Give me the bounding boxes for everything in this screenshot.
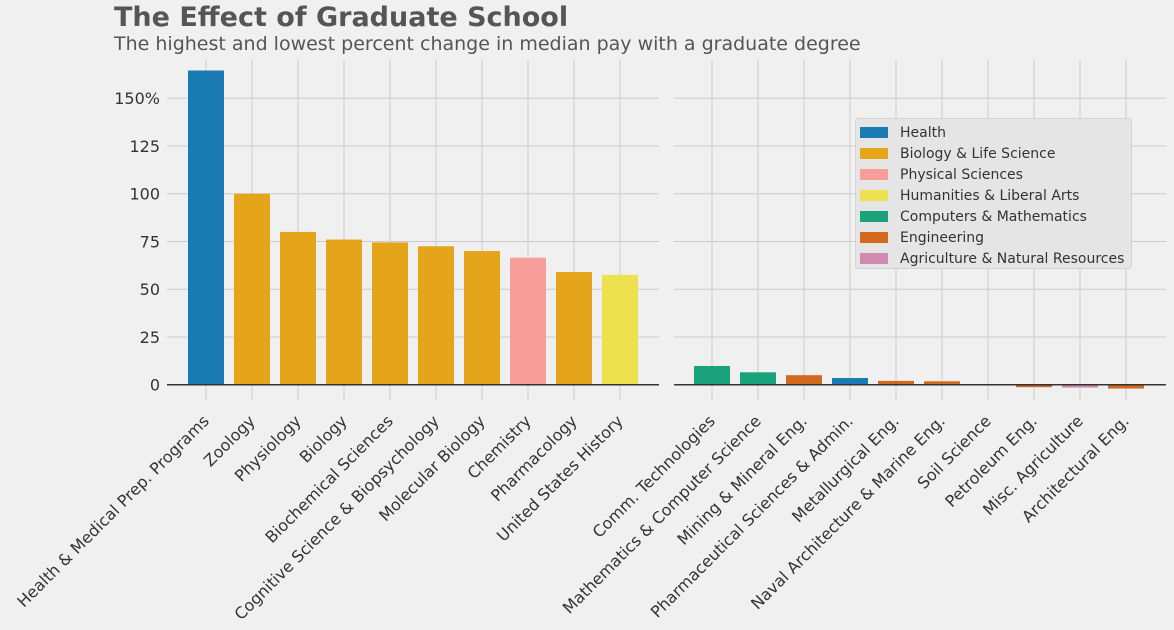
legend-item-biology-life-science: Biology & Life Science <box>860 143 1131 164</box>
legend-item-engineering: Engineering <box>860 227 1131 248</box>
y-tick-label: 0 <box>150 376 160 395</box>
legend-swatch <box>860 148 888 159</box>
legend-label: Humanities & Liberal Arts <box>900 187 1080 204</box>
bar-cognitive-science-biopsychology <box>418 246 454 385</box>
bar-united-states-history <box>602 274 638 385</box>
bar-mining-mineral-eng <box>786 375 822 385</box>
bar-architectural-eng <box>1108 384 1144 389</box>
chart-title: The Effect of Graduate School <box>114 2 569 33</box>
bar-molecular-biology <box>464 251 500 385</box>
panel-1: 0 25 50 75 100 125 150% Health & Medical Prep. … <box>13 60 659 624</box>
bar-health-medical-prep-programs <box>188 70 224 385</box>
y-tick-label: 150% <box>114 89 160 108</box>
legend-label: Biology & Life Science <box>900 145 1056 162</box>
legend-swatch <box>860 169 888 180</box>
legend-swatch <box>860 232 888 243</box>
bar-comm-technologies <box>694 366 730 385</box>
bar-naval-architecture-marine-eng <box>924 381 960 385</box>
bar-biology <box>326 239 362 385</box>
bar-physiology <box>280 231 316 385</box>
legend-item-health: Health <box>860 122 1131 143</box>
legend-label: Agriculture & Natural Resources <box>900 250 1125 267</box>
bar-pharmaceutical-sciences-admin <box>832 378 868 385</box>
legend: Health Biology & Life Science Physical Sci… <box>855 118 1132 269</box>
chart-subtitle: The highest and lowest percent change in… <box>114 33 861 55</box>
bar-pharmacology <box>556 272 592 385</box>
bar-chemistry <box>510 257 546 385</box>
legend-swatch <box>860 190 888 201</box>
y-tick-label: 50 <box>140 280 160 299</box>
bar-petroleum-eng <box>1016 384 1052 388</box>
legend-label: Physical Sciences <box>900 166 1023 183</box>
x-tick-label: Health & Medical Prep. Programs <box>13 411 213 611</box>
legend-swatch <box>860 211 888 222</box>
y-tick-label: 75 <box>140 232 160 251</box>
legend-item-computers-mathematics: Computers & Mathematics <box>860 206 1131 227</box>
bar-misc-agriculture <box>1062 384 1098 388</box>
bar-mathematics-computer-science <box>740 372 776 385</box>
y-tick-label: 25 <box>140 328 160 347</box>
legend-label: Health <box>900 124 946 141</box>
legend-item-humanities-liberal-arts: Humanities & Liberal Arts <box>860 185 1131 206</box>
legend-swatch <box>860 127 888 138</box>
bar-metallurgical-eng <box>878 380 914 385</box>
legend-label: Computers & Mathematics <box>900 208 1087 225</box>
legend-item-physical-sciences: Physical Sciences <box>860 164 1131 185</box>
legend-swatch <box>860 253 888 264</box>
y-tick-label: 125 <box>129 137 160 156</box>
bar-biochemical-sciences <box>372 242 408 385</box>
legend-label: Engineering <box>900 229 984 246</box>
bar-zoology <box>234 193 270 385</box>
y-tick-label: 100 <box>129 185 160 204</box>
legend-item-agriculture-natural-resources: Agriculture & Natural Resources <box>860 248 1131 269</box>
